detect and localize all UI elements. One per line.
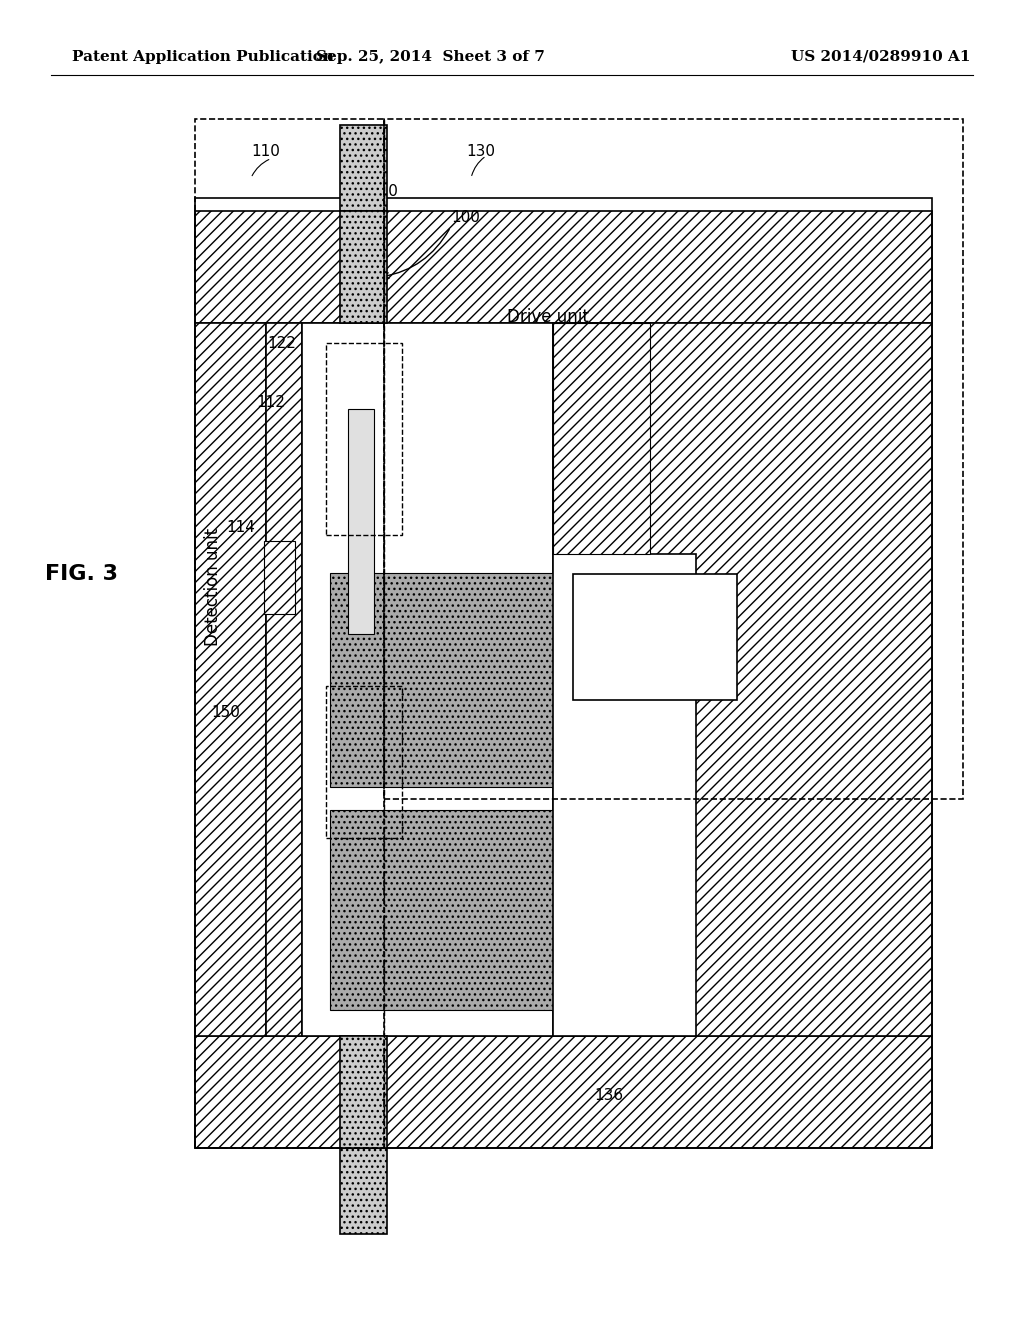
Text: 140: 140: [354, 698, 383, 714]
Bar: [553, 323, 932, 1036]
Text: FIG. 3: FIG. 3: [45, 564, 119, 585]
Bar: [553, 323, 650, 554]
Bar: [340, 125, 386, 211]
Bar: [302, 323, 553, 1036]
Bar: [326, 343, 402, 535]
Text: US 2014/0289910 A1: US 2014/0289910 A1: [791, 50, 971, 63]
Text: 170: 170: [370, 183, 398, 199]
Text: 122: 122: [267, 335, 296, 351]
Text: Patent Application Publication: Patent Application Publication: [72, 50, 334, 63]
Bar: [195, 119, 384, 1148]
Text: 110: 110: [252, 144, 281, 160]
Text: 134: 134: [585, 513, 613, 529]
Text: Sep. 25, 2014  Sheet 3 of 7: Sep. 25, 2014 Sheet 3 of 7: [315, 50, 545, 63]
Text: 100: 100: [449, 222, 483, 240]
Bar: [553, 554, 696, 1036]
Bar: [384, 119, 963, 799]
Bar: [195, 1036, 932, 1148]
Bar: [330, 573, 596, 787]
Bar: [348, 409, 374, 634]
Text: 120: 120: [352, 430, 381, 446]
Bar: [340, 211, 386, 323]
Text: 132: 132: [513, 434, 542, 450]
Text: 100: 100: [452, 210, 480, 226]
Text: 150: 150: [211, 705, 240, 721]
Bar: [195, 198, 932, 1148]
Text: 136: 136: [595, 1088, 624, 1104]
Bar: [573, 574, 737, 700]
Text: Detection unit: Detection unit: [204, 528, 222, 647]
Text: 130: 130: [467, 144, 496, 160]
Bar: [264, 541, 295, 614]
Bar: [340, 1036, 386, 1148]
Text: Drive unit: Drive unit: [507, 308, 589, 326]
Text: 170: 170: [354, 1134, 383, 1150]
Bar: [195, 211, 932, 323]
Bar: [195, 323, 266, 1036]
Text: 112: 112: [256, 395, 285, 411]
Bar: [553, 323, 650, 554]
Text: 114: 114: [226, 520, 255, 536]
Bar: [340, 1148, 386, 1234]
Bar: [326, 686, 402, 838]
Bar: [266, 323, 302, 1036]
Bar: [330, 810, 586, 1010]
